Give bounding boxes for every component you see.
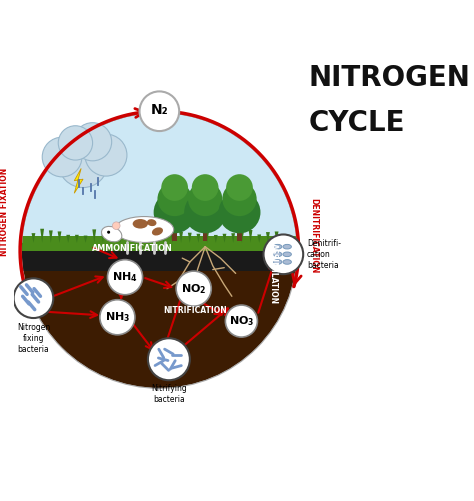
- Text: DENITRIFICATION: DENITRIFICATION: [310, 197, 319, 273]
- Ellipse shape: [101, 226, 122, 242]
- Text: Denitrifi-
cation
bacteria: Denitrifi- cation bacteria: [307, 238, 341, 270]
- Polygon shape: [266, 232, 270, 243]
- Polygon shape: [66, 235, 70, 243]
- Polygon shape: [74, 168, 83, 193]
- Bar: [237, 220, 242, 241]
- Polygon shape: [58, 231, 62, 243]
- Circle shape: [188, 182, 222, 216]
- Ellipse shape: [133, 219, 148, 228]
- Circle shape: [85, 134, 127, 176]
- Circle shape: [58, 138, 108, 187]
- Ellipse shape: [283, 244, 292, 249]
- Text: $\mathbf{NH_4}$: $\mathbf{NH_4}$: [112, 271, 138, 284]
- Text: Nitrifying
bacteria: Nitrifying bacteria: [151, 384, 187, 404]
- Polygon shape: [257, 234, 261, 243]
- Polygon shape: [249, 230, 253, 243]
- Polygon shape: [197, 234, 201, 243]
- Polygon shape: [40, 229, 44, 243]
- Wedge shape: [22, 113, 297, 250]
- Ellipse shape: [273, 252, 282, 257]
- Ellipse shape: [283, 252, 292, 257]
- Polygon shape: [49, 230, 53, 243]
- Polygon shape: [171, 233, 174, 243]
- Text: NITRIFICATION: NITRIFICATION: [164, 306, 228, 315]
- Bar: [22, 243, 297, 272]
- Polygon shape: [83, 235, 88, 243]
- Text: $\mathbf{NH_3}$: $\mathbf{NH_3}$: [105, 311, 130, 324]
- Polygon shape: [75, 235, 79, 243]
- Circle shape: [14, 279, 53, 318]
- Polygon shape: [283, 235, 287, 243]
- Text: ASSIMILATION: ASSIMILATION: [269, 243, 278, 304]
- Circle shape: [222, 182, 256, 216]
- Polygon shape: [136, 229, 139, 243]
- Polygon shape: [153, 234, 157, 243]
- Circle shape: [42, 137, 82, 177]
- Polygon shape: [118, 236, 122, 243]
- Circle shape: [226, 174, 253, 201]
- Circle shape: [73, 123, 112, 161]
- Polygon shape: [92, 229, 96, 243]
- Polygon shape: [179, 232, 183, 243]
- Circle shape: [108, 260, 143, 295]
- Polygon shape: [109, 230, 113, 243]
- Polygon shape: [162, 234, 165, 243]
- Text: CYCLE: CYCLE: [308, 109, 405, 137]
- Circle shape: [225, 305, 257, 337]
- Polygon shape: [274, 231, 279, 243]
- Polygon shape: [214, 235, 218, 243]
- Circle shape: [148, 338, 190, 380]
- Bar: [22, 236, 297, 250]
- Circle shape: [219, 191, 261, 233]
- Polygon shape: [240, 232, 244, 243]
- Polygon shape: [223, 234, 227, 243]
- Ellipse shape: [115, 216, 173, 242]
- Circle shape: [161, 174, 188, 201]
- Ellipse shape: [147, 219, 156, 226]
- Polygon shape: [127, 228, 131, 243]
- Polygon shape: [101, 231, 105, 243]
- Text: NITROGEN FIXATION: NITROGEN FIXATION: [0, 168, 9, 257]
- Text: $\mathbf{NO_2}$: $\mathbf{NO_2}$: [181, 282, 207, 296]
- Circle shape: [176, 271, 211, 306]
- Polygon shape: [188, 232, 191, 243]
- Ellipse shape: [283, 260, 292, 264]
- Circle shape: [22, 113, 297, 388]
- Circle shape: [157, 182, 192, 216]
- Polygon shape: [32, 233, 36, 243]
- Ellipse shape: [152, 227, 163, 235]
- Text: N₂: N₂: [151, 103, 168, 117]
- Text: AMMONIFICATION: AMMONIFICATION: [92, 244, 173, 253]
- Bar: [203, 220, 208, 241]
- Text: NITROGEN: NITROGEN: [308, 64, 470, 92]
- Circle shape: [264, 234, 303, 274]
- Circle shape: [184, 191, 226, 233]
- Polygon shape: [205, 231, 209, 243]
- Polygon shape: [145, 234, 148, 243]
- Text: Nitrogen
fixing
bacteria: Nitrogen fixing bacteria: [17, 323, 50, 354]
- Ellipse shape: [273, 260, 282, 264]
- Circle shape: [139, 91, 179, 131]
- Circle shape: [100, 300, 135, 335]
- Text: $\mathbf{NO_3}$: $\mathbf{NO_3}$: [228, 314, 254, 328]
- Polygon shape: [231, 233, 235, 243]
- Ellipse shape: [273, 244, 282, 249]
- Circle shape: [112, 222, 120, 229]
- Wedge shape: [22, 250, 297, 388]
- Circle shape: [154, 191, 196, 233]
- Circle shape: [192, 174, 219, 201]
- Bar: [173, 220, 177, 241]
- Circle shape: [58, 126, 92, 160]
- Circle shape: [107, 230, 110, 233]
